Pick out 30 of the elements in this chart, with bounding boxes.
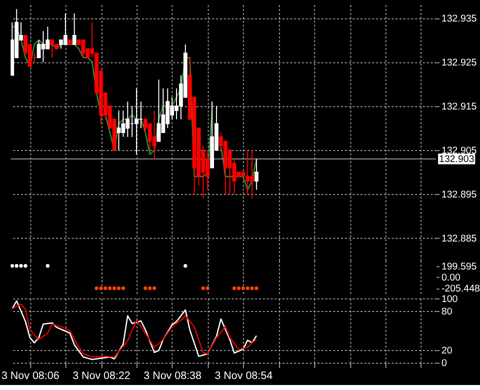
y-tick-label: 100 [441, 294, 458, 305]
ref-line-label: 132.903 [439, 154, 474, 165]
y-tick-label: 0.00 [441, 272, 462, 284]
y-tick-label: 20 [441, 345, 453, 356]
y-tick-label: -205.448 [441, 284, 480, 295]
x-tick-label: 3 Nov 08:22 [72, 370, 130, 382]
y-tick-label: 199.595 [441, 261, 478, 272]
x-tick-label: 3 Nov 08:54 [214, 370, 273, 382]
candlestick [72, 13, 76, 45]
y-tick-label: 132.895 [441, 190, 478, 201]
candlestick [134, 88, 138, 156]
candlestick [46, 26, 50, 50]
candlestick [63, 13, 68, 45]
y-tick-label: 0 [441, 358, 448, 370]
y-tick-label: 132.915 [441, 101, 478, 112]
x-tick-label: 3 Nov 08:06 [1, 370, 60, 382]
candlestick [121, 110, 126, 138]
y-tick-label: 132.925 [441, 57, 478, 68]
candlestick [156, 79, 161, 142]
y-tick-label: 132.885 [441, 234, 478, 245]
x-tick-label: 3 Nov 08:38 [144, 370, 202, 382]
candlestick [41, 30, 46, 62]
candlestick [148, 123, 152, 151]
candlestick [36, 39, 41, 58]
y-tick-label: 132.935 [441, 13, 478, 24]
candlestick [116, 110, 121, 151]
candlestick [50, 39, 54, 58]
candlestick [81, 39, 86, 58]
y-tick-label: 80 [441, 306, 453, 318]
candlestick [254, 158, 258, 190]
